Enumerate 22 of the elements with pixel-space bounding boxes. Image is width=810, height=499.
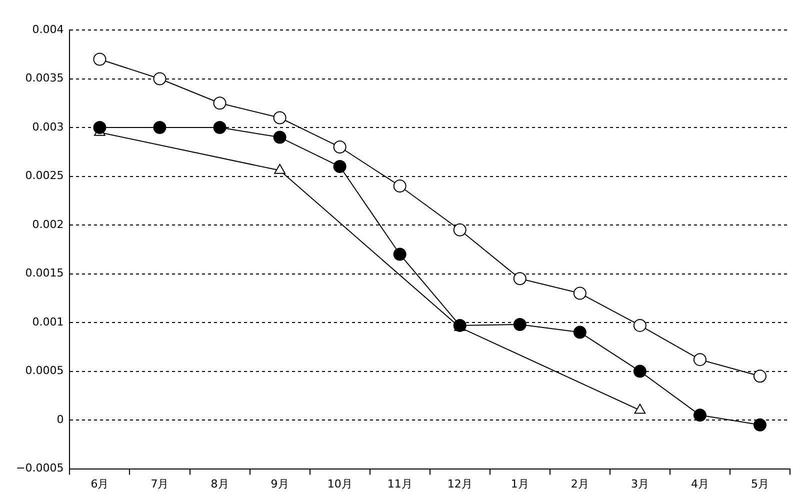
x-tick-label: 3月 (630, 477, 649, 490)
y-tick-label: 0 (56, 412, 64, 426)
y-tick-label: 0.002 (32, 218, 64, 231)
x-tick-label: 1月 (510, 477, 529, 490)
y-tick-label: 0.0015 (25, 266, 64, 280)
x-tick-label: 2月 (570, 477, 589, 490)
y-tick-label: −0.0005 (16, 462, 64, 475)
x-tick-label: 5月 (750, 477, 769, 490)
x-tick-label: 8月 (210, 477, 229, 490)
x-tick-label: 6月 (90, 477, 109, 490)
y-tick-label: 0.004 (32, 22, 64, 36)
y-tick-label: 0.0005 (25, 364, 64, 378)
y-tick-label: 0.003 (32, 120, 64, 134)
y-tick-label: 0.001 (32, 315, 64, 328)
y-tick-label: 0.0035 (25, 72, 64, 85)
x-tick-label: 10月 (327, 477, 352, 490)
x-tick-label: 4月 (690, 477, 709, 490)
x-tick-label: 12月 (447, 477, 472, 490)
y-tick-label: 0.0025 (25, 169, 64, 182)
x-tick-label: 11月 (387, 477, 412, 490)
x-tick-label: 9月 (270, 477, 289, 490)
x-tick-label: 7月 (150, 477, 169, 490)
